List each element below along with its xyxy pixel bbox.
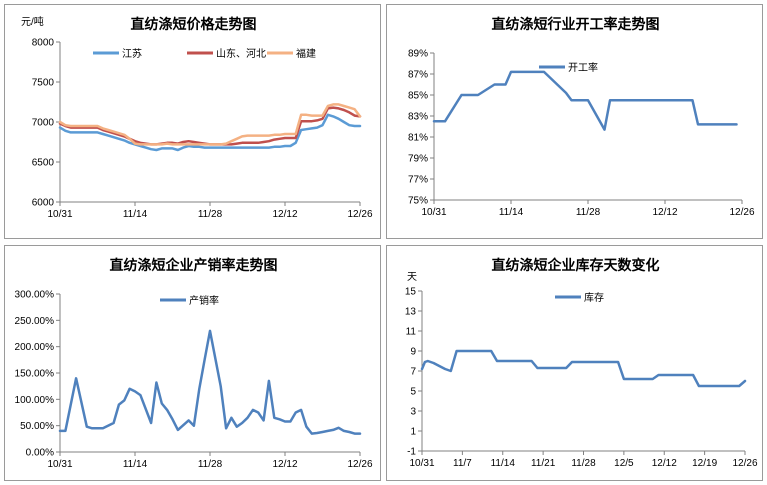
y-tick-label: 5 [410,387,416,398]
y-tick-label: 250.00% [15,316,55,327]
x-tick-label: 10/31 [47,209,72,220]
x-tick-label: 11/14 [491,458,516,469]
y-tick-label: 1 [410,427,416,438]
y-tick-label: 9 [410,347,416,358]
y-tick-label: 15 [405,287,417,298]
y-tick-label: 200.00% [15,342,55,353]
series-line [58,103,362,146]
sales-ratio-chart: 直纺涤短企业产销率走势图 0.00% 50.00% 100.00% 150.00% 200… [15,257,373,470]
legend-label: 产销率 [189,294,219,307]
x-tick-label: 12/26 [347,209,372,220]
x-tick-label: 12/5 [614,458,634,469]
series-line [58,106,362,146]
x-tick-label: 12/26 [729,207,754,218]
y-tick-label: 8000 [32,38,55,49]
x-tick-label: 11/14 [499,207,524,218]
y-tick-label: 13 [405,307,417,318]
y-axis-label: 天 [407,272,417,283]
series-line [432,70,738,131]
y-tick-label: 100.00% [15,395,55,406]
inventory-days-chart-panel: 直纺涤短企业库存天数变化天 -1 1 3 5 7 9 11 13 15 10/31 11/7 11/14… [386,245,763,481]
y-tick-label: 85% [408,91,428,102]
x-tick-label: 11/28 [576,207,601,218]
operating-rate-chart-panel: 直纺涤短行业开工率走势图 75% 77% 79% 81% 83% 85% 87% 89% 10/3… [386,4,763,239]
x-tick-label: 12/12 [272,459,297,470]
y-tick-label: 6500 [32,158,55,169]
operating-rate-chart: 直纺涤短行业开工率走势图 75% 77% 79% 81% 83% 85% 87% 89% 10/3… [408,16,755,218]
y-tick-label: 87% [408,70,428,81]
chart-title: 直纺涤短行业开工率走势图 [492,16,660,33]
x-tick-label: 10/31 [421,207,446,218]
y-tick-label: 75% [408,196,428,207]
x-tick-label: 12/12 [272,209,297,220]
x-tick-label: 12/19 [692,458,717,469]
series-line [58,329,362,435]
y-tick-label: 79% [408,154,428,165]
y-tick-label: 7000 [32,118,55,129]
chart-title: 直纺涤短企业产销率走势图 [110,257,278,274]
y-tick-label: 50.00% [20,421,54,432]
y-tick-label: 83% [408,112,428,123]
x-tick-label: 11/14 [123,459,148,470]
legend-label: 福建 [296,47,316,60]
x-tick-label: 11/7 [453,458,472,469]
y-tick-label: 7 [410,367,416,378]
y-tick-label: 89% [408,49,428,60]
legend-label: 库存 [584,291,604,304]
legend-label: 山东、河北 [216,47,266,60]
x-tick-label: 11/28 [571,458,596,469]
y-tick-label: 0.00% [26,448,54,459]
y-tick-label: 6000 [32,198,55,209]
price-chart-panel: 直纺涤短价格走势图 元/吨 6000 6500 7000 7500 8000 10/31 11/… [4,4,381,239]
legend-label: 开工率 [568,61,598,74]
y-tick-label: 3 [410,407,416,418]
y-axis-label: 元/吨 [21,15,44,28]
y-tick-label: 300.00% [15,290,55,301]
series-line [420,349,747,388]
series-line [58,113,362,152]
x-tick-label: 11/28 [198,459,223,470]
y-tick-label: 77% [408,175,428,186]
y-tick-label: 11 [406,327,417,338]
y-tick-label: 7500 [32,78,55,89]
x-tick-label: 12/26 [732,458,757,469]
y-tick-label: -1 [407,447,416,458]
x-tick-label: 10/31 [47,459,72,470]
chart-title: 直纺涤短价格走势图 [131,16,257,33]
x-tick-label: 11/28 [198,209,223,220]
sales-ratio-chart-panel: 直纺涤短企业产销率走势图 0.00% 50.00% 100.00% 150.00% 200… [4,245,381,481]
x-tick-label: 12/12 [652,207,677,218]
x-tick-label: 11/14 [123,209,148,220]
x-tick-label: 10/31 [409,458,434,469]
price-chart: 直纺涤短价格走势图 元/吨 6000 6500 7000 7500 8000 10/31 11/… [21,15,373,220]
y-tick-label: 81% [408,133,428,144]
x-tick-label: 12/12 [652,458,677,469]
chart-title: 直纺涤短企业库存天数变化 [492,257,660,274]
y-tick-label: 150.00% [15,369,55,380]
x-tick-label: 11/21 [531,458,556,469]
legend-label: 江苏 [122,47,142,60]
x-tick-label: 12/26 [347,459,372,470]
